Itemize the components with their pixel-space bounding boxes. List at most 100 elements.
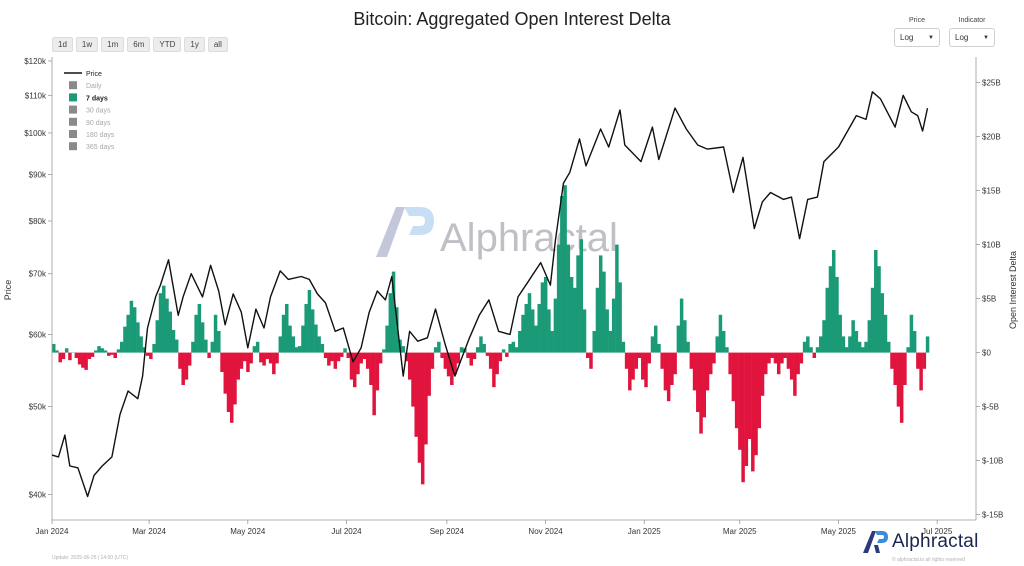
delta-bar <box>482 343 486 353</box>
delta-bar <box>119 341 124 353</box>
delta-bar <box>152 343 156 353</box>
delta-bar <box>705 352 710 391</box>
delta-bar <box>786 352 791 369</box>
delta-bar <box>618 282 622 353</box>
legend-box-swatch <box>69 117 77 126</box>
delta-bar <box>213 314 218 353</box>
y-right-tick-label: $20B <box>982 133 1001 142</box>
delta-bar <box>822 320 826 353</box>
delta-bar <box>673 352 677 375</box>
delta-bar <box>718 314 723 353</box>
indicator-scale-dropdown[interactable]: Log ▼ <box>949 28 995 47</box>
delta-bar <box>602 271 606 353</box>
delta-bar <box>330 352 334 362</box>
range-button-1w[interactable]: 1w <box>75 37 99 52</box>
y-right-tick-label: $-10B <box>982 457 1003 466</box>
delta-bar <box>285 304 289 353</box>
brand-logo: Alphractal <box>862 530 979 554</box>
delta-bar <box>362 352 367 360</box>
range-button-group: 1d 1w 1m 6m YTD 1y all <box>52 37 228 52</box>
range-button-ytd[interactable]: YTD <box>153 37 182 52</box>
delta-bar <box>204 339 208 353</box>
legend-item[interactable]: 7 days <box>69 93 108 102</box>
delta-bar <box>359 352 363 364</box>
delta-bar <box>223 352 228 394</box>
delta-bar <box>767 352 771 364</box>
legend-label: 365 days <box>86 144 115 151</box>
delta-bar <box>696 352 700 412</box>
delta-bar <box>524 304 529 353</box>
y-right-tick-label: $-5B <box>982 403 999 412</box>
delta-bar <box>501 349 506 353</box>
delta-bar <box>469 352 473 366</box>
delta-bar <box>925 336 930 353</box>
delta-bar <box>84 352 88 370</box>
delta-bar <box>252 346 257 353</box>
legend-item[interactable]: 365 days <box>69 142 115 151</box>
update-timestamp: Update: 2025-06-25 | 14:00 (UTC) <box>52 555 129 561</box>
price-scale-dropdown[interactable]: Log ▼ <box>894 28 940 47</box>
delta-bar <box>689 352 694 369</box>
delta-bar <box>129 300 134 353</box>
delta-bar <box>508 343 512 353</box>
delta-bar <box>437 341 441 353</box>
delta-bar <box>239 352 244 369</box>
y-left-tick-label: $110k <box>25 91 47 100</box>
range-button-6m[interactable]: 6m <box>127 37 151 52</box>
delta-bar <box>417 352 422 463</box>
delta-bar <box>372 352 376 416</box>
delta-bar <box>281 314 286 353</box>
y-left-tick-label: $120k <box>24 57 47 66</box>
delta-bar <box>916 352 920 369</box>
delta-bar <box>52 343 56 353</box>
delta-bar <box>430 352 435 369</box>
delta-bar <box>566 244 571 353</box>
delta-bar <box>877 266 881 353</box>
alphractal-logo-icon <box>863 531 888 553</box>
delta-bar <box>712 352 716 364</box>
legend-item[interactable]: 30 days <box>69 105 111 115</box>
delta-bar <box>530 309 535 353</box>
delta-bar <box>799 352 804 364</box>
chart-axes: $40k $50k $60k $70k $80k $90k $100k $110k $120k $… <box>3 57 1018 536</box>
range-button-all[interactable]: all <box>207 37 228 52</box>
range-button-1d[interactable]: 1d <box>52 37 73 52</box>
delta-bar <box>414 352 418 437</box>
delta-bar <box>349 352 354 380</box>
delta-bar <box>867 320 872 353</box>
delta-bar <box>450 352 454 385</box>
delta-bar <box>828 266 833 353</box>
delta-bar <box>783 352 787 358</box>
delta-bar <box>569 277 574 353</box>
delta-bar <box>595 287 600 353</box>
legend-item[interactable]: 90 days <box>69 117 111 127</box>
delta-bar <box>793 352 797 396</box>
delta-bar <box>641 352 645 380</box>
range-button-1m[interactable]: 1m <box>101 37 125 52</box>
legend-label: 30 days <box>86 108 111 115</box>
delta-bar <box>543 277 548 353</box>
chart-legend[interactable]: Price Daily 7 days 30 days 90 days 180 days 36… <box>64 71 115 151</box>
delta-bar <box>297 346 302 353</box>
legend-item[interactable]: Price <box>64 71 102 78</box>
delta-bar <box>278 336 283 353</box>
delta-bar <box>702 352 707 418</box>
delta-bar <box>715 336 719 353</box>
delta-bar <box>679 298 684 353</box>
delta-bar <box>899 352 904 423</box>
delta-bar <box>139 336 143 353</box>
delta-bar <box>123 326 127 353</box>
delta-bar <box>385 325 389 353</box>
range-button-1y[interactable]: 1y <box>184 37 205 52</box>
delta-bar <box>861 347 865 353</box>
legend-item[interactable]: 180 days <box>69 130 115 139</box>
y-left-tick-label: $90k <box>29 171 47 180</box>
delta-bar <box>340 352 344 357</box>
legend-item[interactable]: Daily <box>69 81 102 90</box>
delta-bar <box>288 325 292 353</box>
delta-bar <box>395 307 399 353</box>
delta-bar <box>731 352 736 402</box>
y-left-tick-label: $100k <box>24 129 47 138</box>
delta-bar <box>857 341 862 353</box>
delta-bar <box>637 352 642 358</box>
